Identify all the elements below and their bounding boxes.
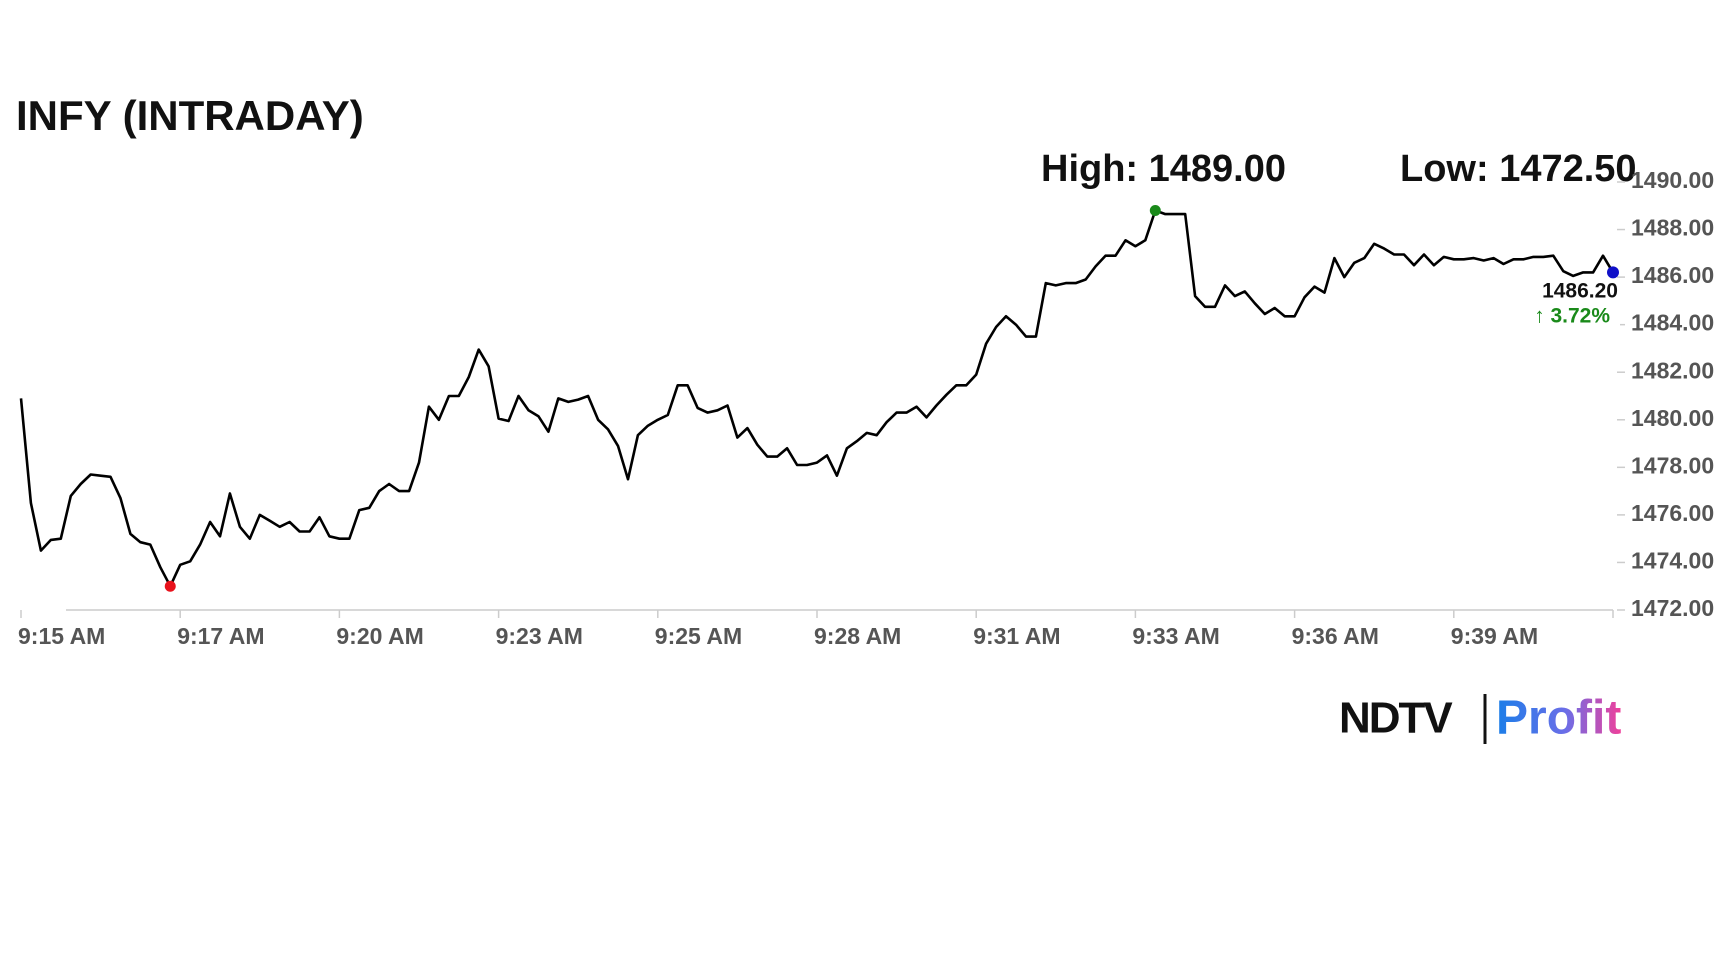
y-tick-label: 1488.00 — [1631, 215, 1714, 241]
high-annotation: High: 1489.00 — [1041, 148, 1286, 190]
y-tick-label: 1490.00 — [1631, 167, 1714, 193]
y-tick-label: 1484.00 — [1631, 310, 1714, 336]
x-tick-label: 9:28 AM — [814, 623, 901, 649]
low-point — [164, 580, 176, 592]
high-point — [1149, 205, 1161, 217]
x-tick-label: 9:33 AM — [1132, 623, 1219, 649]
brand-profit: Profit — [1496, 692, 1621, 745]
price-line — [19, 209, 1615, 588]
x-tick-label: 9:36 AM — [1292, 623, 1379, 649]
last-label-bg — [1520, 278, 1620, 330]
y-tick-label: 1482.00 — [1631, 357, 1714, 383]
chart-title: INFY (INTRADAY) — [16, 92, 364, 139]
y-tick-label: 1472.00 — [1631, 595, 1714, 621]
x-tick-label: 9:25 AM — [655, 623, 742, 649]
y-tick-label: 1478.00 — [1631, 452, 1714, 478]
y-tick-label: 1486.00 — [1631, 262, 1714, 288]
low-annotation: Low: 1472.50 — [1400, 148, 1637, 190]
x-tick-label: 9:39 AM — [1451, 623, 1538, 649]
last-price-label: 1486.20 — [1542, 280, 1618, 303]
y-tick-label: 1476.00 — [1631, 500, 1714, 526]
last-point — [1607, 266, 1619, 279]
y-tick-label: 1474.00 — [1631, 548, 1714, 574]
x-tick-label: 9:31 AM — [973, 623, 1060, 649]
x-tick-label: 9:15 AM — [18, 623, 105, 649]
change-label: ↑ 3.72% — [1534, 305, 1610, 328]
brand-ndtv: NDTV — [1339, 694, 1453, 743]
x-tick-label: 9:20 AM — [336, 623, 423, 649]
x-tick-label: 9:23 AM — [496, 623, 583, 649]
x-tick-label: 9:17 AM — [177, 623, 264, 649]
y-tick-label: 1480.00 — [1631, 405, 1714, 431]
